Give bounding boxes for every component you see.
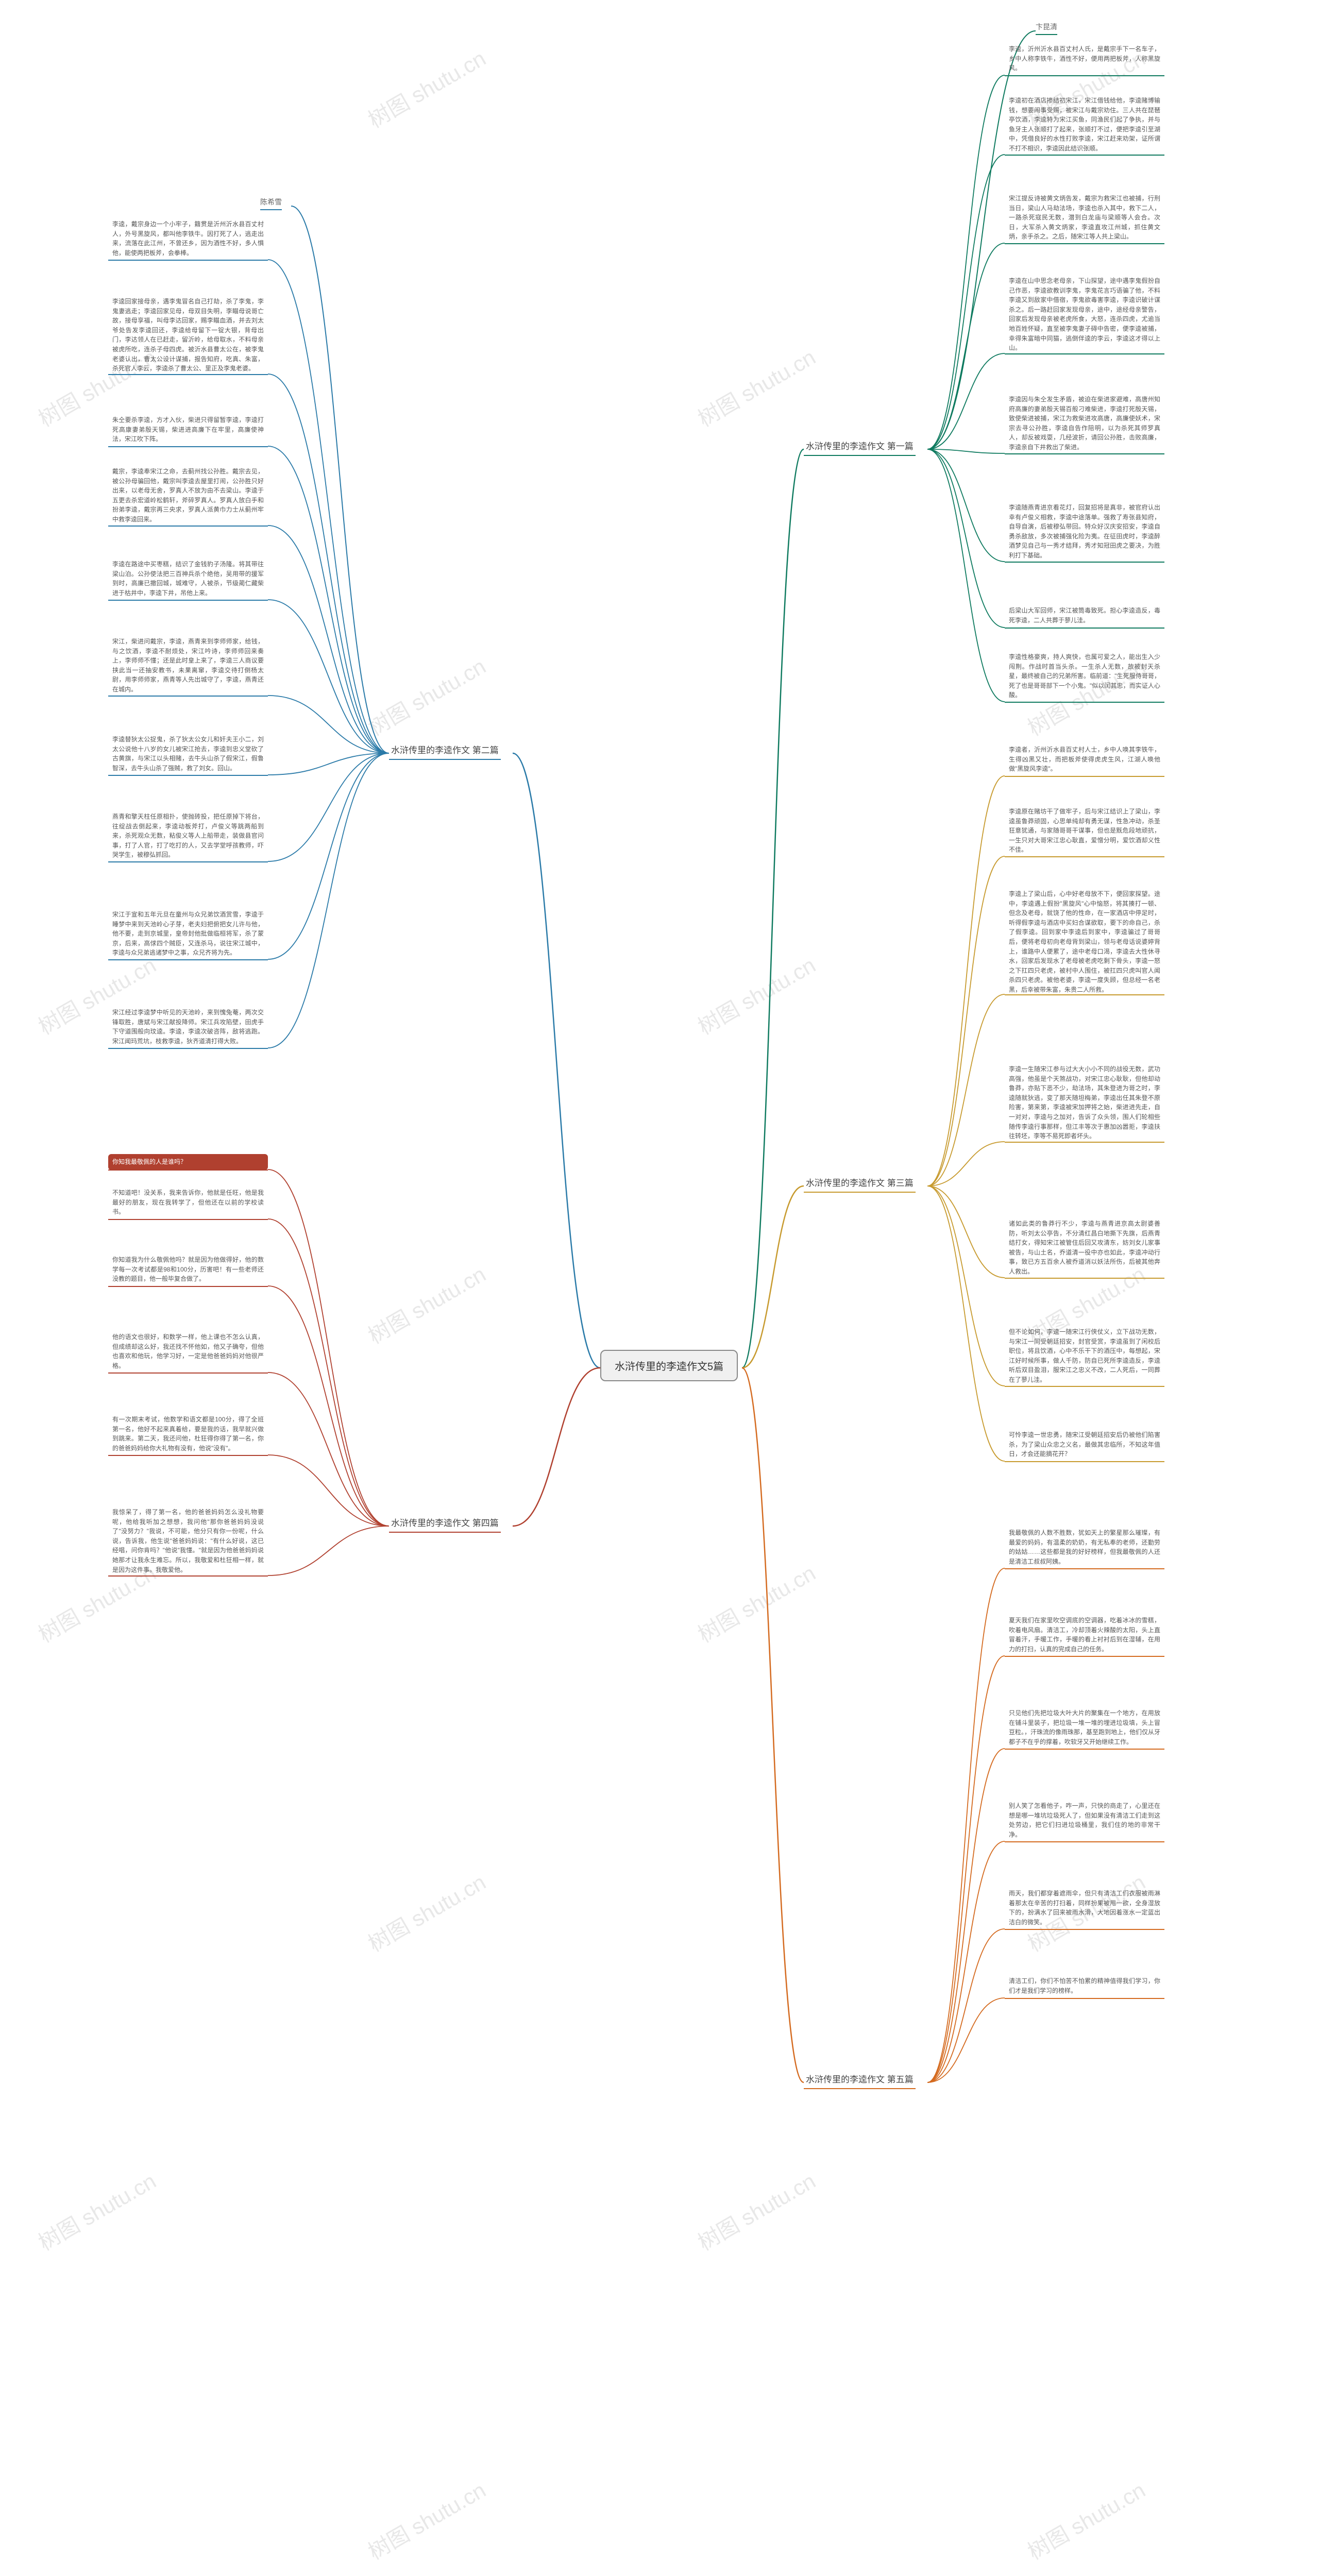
leaf-node[interactable]: 夏天我们在家里吹空调底的空调器，吃着冰冰的雪糕，吹着电风扇。清洁工，冷却顶着火辣… bbox=[1005, 1613, 1164, 1657]
leaf-node[interactable]: 李逵上了梁山后，心中好老母放不下，便回家探望。途中，李逵遇上假扮"黑旋风"心中恼… bbox=[1005, 886, 1164, 998]
leaf-node[interactable]: 雨天，我们都穿着遮雨伞，但只有清洁工们衣服被雨淋着那太在辛苦的打扫着，同样扮果被… bbox=[1005, 1886, 1164, 1930]
leaf-node[interactable]: 燕青和擎天柱任原相扑，使抛砖投，把任原掉下将台，往绽战去倒起来，李逵动板斧打，卢… bbox=[108, 809, 268, 863]
watermark: 树图 shutu.cn bbox=[691, 2164, 821, 2257]
leaf-node[interactable]: 宋江提反诗被黄文炳告发，戴宗为救宋江也被捕，行刑当日，梁山人马劫法场，李逵也杀入… bbox=[1005, 191, 1164, 245]
leaf-node[interactable]: 李逵一生随宋江参与过大大小小不同的战役无数，武功高强，他虽是个天煞战功，对宋江忠… bbox=[1005, 1061, 1164, 1144]
watermark: 树图 shutu.cn bbox=[691, 948, 821, 1041]
leaf-node[interactable]: 只见他们先把垃圾大叶大片的聚集在一个地方，在用放在铺斗里装子，把垃圾一堆一堆的埋… bbox=[1005, 1705, 1164, 1750]
leaf-node[interactable]: 他的语文也很好，和数学一样，他上课也不怎么认真，但成绩却这么好，我还找不怀他如，… bbox=[108, 1329, 268, 1374]
branch-label[interactable]: 水浒传里的李逵作文 第三篇 bbox=[804, 1175, 916, 1193]
leaf-node[interactable]: 李逵，戴宗身边一个小牢子，籍贯是沂州沂水县百丈村人，外号黑旋风，都叫他李铁牛。因… bbox=[108, 216, 268, 261]
leaf-node[interactable]: 李逵回家接母亲，遇李鬼冒名自己打劫，杀了李鬼，李鬼妻逃走；李逵回家见母，母双目失… bbox=[108, 294, 268, 377]
branch-label[interactable]: 水浒传里的李逵作文 第一篇 bbox=[804, 438, 916, 456]
author-label: 陈希雪 bbox=[260, 197, 282, 210]
branch-label[interactable]: 水浒传里的李逵作文 第二篇 bbox=[389, 742, 501, 760]
watermark: 树图 shutu.cn bbox=[32, 2164, 161, 2257]
leaf-node[interactable]: 朱仝要杀李逵，方才入伙，柴进只得留暂李逵，李逵打死高康妻弟殷天锡，柴进进高廉下在… bbox=[108, 412, 268, 447]
leaf-node[interactable]: 李逵在路途中买枣糕，结识了金钱豹子汤隆。将其带往梁山泊。公孙使法把三百神兵杀个绝… bbox=[108, 556, 268, 601]
leaf-node[interactable]: 宋江，柴进问戴宗，李逵，燕青来到李师师家，给钱，与之饮酒，李逵不耐烦处，宋江吟诗… bbox=[108, 634, 268, 698]
leaf-node[interactable]: 宋江于宣和五年元旦在童州与众兄弟饮酒赏雪，李逵于睡梦中来到天池岭心子芽，老夫妇把… bbox=[108, 907, 268, 961]
watermark: 树图 shutu.cn bbox=[362, 41, 491, 134]
watermark: 树图 shutu.cn bbox=[362, 649, 491, 742]
leaf-node[interactable]: 李逵因与朱仝发生矛盾，被迫在柴进家避难，高唐州知府高廉的妻弟殷天锡百般刁难柴进，… bbox=[1005, 392, 1164, 455]
leaf-node[interactable]: 李逵替狄太公捉鬼，杀了狄太公女儿和奸夫王小二，刘太公说他十八岁的女儿被宋江抢去，… bbox=[108, 732, 268, 776]
leaf-node[interactable]: 我最敬佩的人数不胜数，犹如天上的繁星那么璀璨，有最爱的妈妈，有温柔的奶奶，有无私… bbox=[1005, 1525, 1164, 1569]
leaf-node[interactable]: 有一次期末考试，他数学和语文都是100分，得了全班第一名，他好不起来真着给，要是… bbox=[108, 1412, 268, 1456]
connector-layer bbox=[0, 0, 1319, 2576]
mindmap-root[interactable]: 水浒传里的李逵作文5篇 bbox=[600, 1350, 738, 1381]
leaf-node[interactable]: 我惊呆了，得了第一名，他的爸爸妈妈怎么没礼物要呢，他给我听加之想想，我问他"那你… bbox=[108, 1504, 268, 1578]
leaf-node[interactable]: 清洁工们，你们不怕苦不怕累的精神值得我们学习，你们才是我们学习的榜样。 bbox=[1005, 1973, 1164, 1998]
leaf-node[interactable]: 李逵性格豪爽，持人爽快，也属可爱之人，能出生入少闯荆。作战时首当头杀。一生杀人无… bbox=[1005, 649, 1164, 703]
leaf-node[interactable]: 李逵原在赌坊干了做牢子，后与宋江结识上了梁山，李逵虽鲁莽顽固，心思单纯却有勇无谋… bbox=[1005, 804, 1164, 858]
leaf-node[interactable]: 你知道我为什么敬佩他吗？就是因为他做得好，他的数学每一次考试都是98和100分，… bbox=[108, 1252, 268, 1287]
leaf-node[interactable]: 李逵在山中思念老母亲，下山探望，途中遇李鬼假扮自己作恶，李逵欲教训李鬼，李鬼花言… bbox=[1005, 273, 1164, 356]
leaf-node[interactable]: 不知道吧！没关系，我来告诉你，他就是任旺，他是我最好的朋友，现在我转学了，但他还… bbox=[108, 1185, 268, 1220]
leaf-node[interactable]: 诸如此类的鲁莽行不少，李逵与燕青进京高太尉婆善防，听刘太公亭告，不分清红昌白地撕… bbox=[1005, 1216, 1164, 1280]
leaf-node[interactable]: 别人笑了怎看他子，咋一声，只快的商走了，心里还在想是哪一堆坑垃圾死人了，但如果没… bbox=[1005, 1798, 1164, 1842]
leaf-node[interactable]: 戴宗，李逵奉宋江之命，去蓟州找公孙胜。戴宗去见，被公孙母骗回他，戴宗叫李逵去屋里… bbox=[108, 464, 268, 528]
leaf-node[interactable]: 但不论如何，李逵一随宋江行侠仗义，立下战功无数，与宋江一同受朝廷招安，封官受赏，… bbox=[1005, 1324, 1164, 1388]
leaf-node[interactable]: 李逵初在酒店掺结初宋江，宋江借钱给他，李逵赌博输钱，想要闹事受赐，被宋江与戴宗劝… bbox=[1005, 93, 1164, 157]
leaf-node[interactable]: 后梁山大军回师，宋江被筒毒致死。担心李逵造反，毒死李逵，二人共葬于蓼儿洼。 bbox=[1005, 603, 1164, 628]
leaf-node[interactable]: 李逵，沂州沂水县百丈村人氏，是戴宗手下一名车子，乡中人称李铁牛，酒性不好，便用两… bbox=[1005, 41, 1164, 76]
watermark: 树图 shutu.cn bbox=[691, 1556, 821, 1649]
leaf-node[interactable]: 可怜李逵一世忠勇，随宋江受朝廷招安后仍被他们陷害杀，为了梁山众忠之义名，最做其忠… bbox=[1005, 1427, 1164, 1462]
branch-label[interactable]: 水浒传里的李逵作文 第五篇 bbox=[804, 2071, 916, 2089]
leaf-node[interactable]: 宋江经过李逵梦中听见的天池岭，来到愧兔菴，两次交锋取胜，唐斌与宋江献投降师。宋江… bbox=[108, 1005, 268, 1049]
root-label: 水浒传里的李逵作文5篇 bbox=[615, 1361, 723, 1372]
watermark: 树图 shutu.cn bbox=[1021, 2473, 1151, 2566]
watermark: 树图 shutu.cn bbox=[691, 340, 821, 433]
leaf-node[interactable]: 你知我最敬佩的人是谁吗？ bbox=[108, 1154, 268, 1170]
watermark: 树图 shutu.cn bbox=[362, 1865, 491, 1958]
leaf-node[interactable]: 李逵随燕青进京看花灯，回复招将是真非，被官府认出幸有卢俊义相救，李逵中途落单。强… bbox=[1005, 500, 1164, 564]
watermark: 树图 shutu.cn bbox=[362, 1257, 491, 1350]
branch-label[interactable]: 水浒传里的李逵作文 第四篇 bbox=[389, 1515, 501, 1533]
watermark: 树图 shutu.cn bbox=[362, 2473, 491, 2566]
author-label: 卞昆清 bbox=[1036, 22, 1057, 35]
leaf-node[interactable]: 李逵者，沂州沂水县百丈村人士，乡中人唤其李铁牛，生得凶黑又壮，而把板斧使得虎虎生… bbox=[1005, 742, 1164, 777]
